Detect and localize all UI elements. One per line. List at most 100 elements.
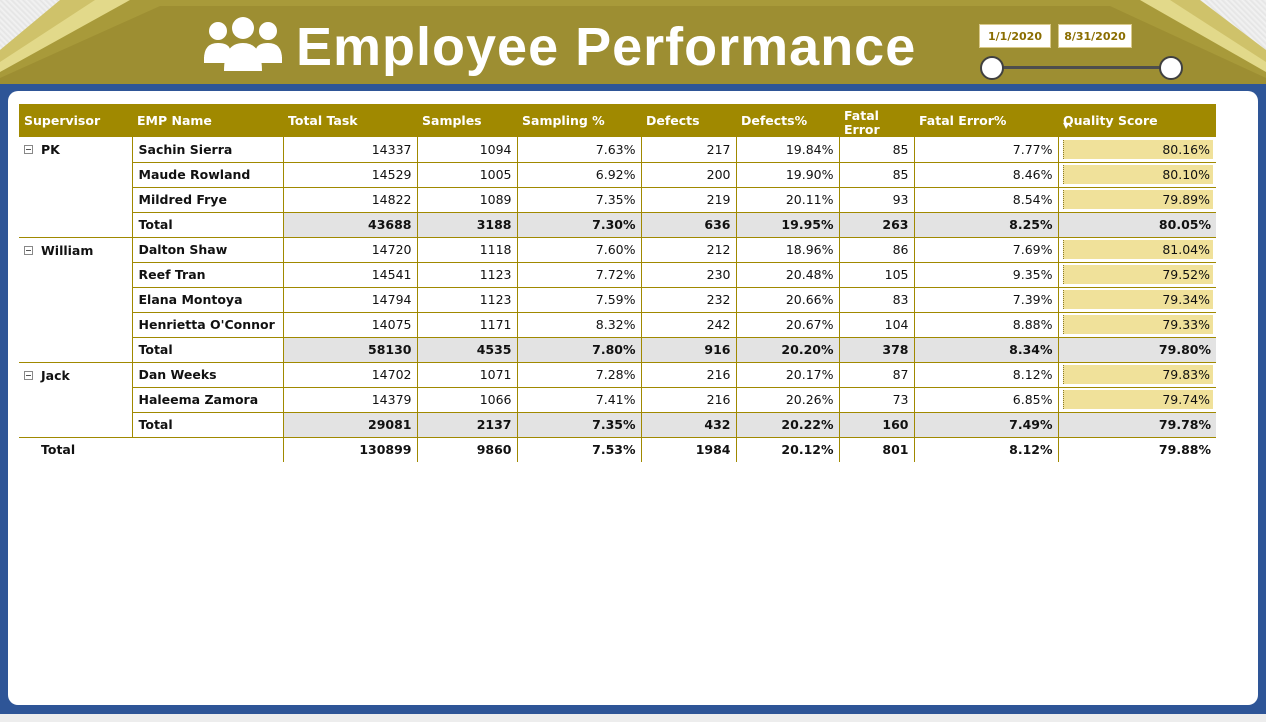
- fatal-error-pct-cell: 8.46%: [914, 162, 1059, 188]
- subtotal-row[interactable]: Total 29081 2137 7.35% 432 20.22% 160 7.49% 79.7…: [19, 412, 1216, 438]
- quality-score-bar: 80.10%: [1062, 165, 1213, 184]
- sampling-pct-cell: 7.80%: [517, 337, 642, 363]
- subtotal-row[interactable]: Total 43688 3188 7.30% 636 19.95% 263 8.25% 80.0…: [19, 212, 1216, 238]
- emp-name-cell: Mildred Frye: [132, 187, 284, 213]
- collapse-icon[interactable]: [24, 145, 33, 154]
- fatal-error-pct-cell: 8.12%: [914, 362, 1059, 388]
- samples-cell: 1089: [417, 187, 518, 213]
- quality-score-cell: 79.78%: [1058, 412, 1216, 438]
- date-end-input[interactable]: 8/31/2020: [1058, 24, 1132, 48]
- fatal-error-pct-cell: 7.39%: [914, 287, 1059, 313]
- table-row[interactable]: Mildred Frye 14822 1089 7.35% 219 20.11% 93 8.5…: [19, 187, 1216, 213]
- fatal-error-cell: 85: [839, 137, 915, 163]
- date-start-input[interactable]: 1/1/2020: [979, 24, 1051, 48]
- quality-score-cell: 79.74%: [1058, 387, 1216, 413]
- table-row[interactable]: Jack Dan Weeks 14702 1071 7.28% 216 20.17% 87 8.…: [19, 362, 1216, 438]
- table-row[interactable]: Haleema Zamora 14379 1066 7.41% 216 20.26% 73 6…: [19, 387, 1216, 413]
- quality-score-bar: 79.34%: [1062, 290, 1213, 309]
- total-task-cell: 29081: [283, 412, 418, 438]
- collapse-icon[interactable]: [24, 245, 33, 255]
- col-header-samples[interactable]: Samples: [417, 104, 517, 137]
- defects-pct-cell: 19.90%: [736, 162, 840, 188]
- samples-cell: 3188: [417, 212, 518, 238]
- fatal-error-pct-cell: 8.34%: [914, 337, 1059, 363]
- defects-cell: 636: [641, 212, 737, 238]
- fatal-error-cell: 93: [839, 187, 915, 213]
- grand-total-label: Total: [41, 442, 76, 458]
- grand-quality-score-cell: 79.88%: [1158, 442, 1211, 458]
- sampling-pct-cell: 7.60%: [517, 237, 642, 263]
- people-group-icon: [204, 17, 282, 71]
- table-row[interactable]: Elana Montoya 14794 1123 7.59% 232 20.66% 83 7.…: [19, 287, 1216, 313]
- date-range-slider-track[interactable]: [992, 66, 1170, 69]
- table-row[interactable]: Maude Rowland 14529 1005 6.92% 200 19.90% 85 8.…: [19, 162, 1216, 188]
- total-task-cell: 14075: [283, 312, 418, 338]
- col-header-defects[interactable]: Defects: [641, 104, 736, 137]
- quality-score-cell: 79.83%: [1058, 362, 1216, 388]
- samples-cell: 1123: [417, 287, 518, 313]
- quality-score-cell: 80.10%: [1058, 162, 1216, 188]
- fatal-error-cell: 378: [839, 337, 915, 363]
- sampling-pct-cell: 7.35%: [517, 412, 642, 438]
- col-header-total-task[interactable]: Total Task: [283, 104, 417, 137]
- col-header-emp-name[interactable]: EMP Name: [132, 104, 283, 137]
- col-header-defects-pct[interactable]: Defects%: [736, 104, 839, 137]
- subtotal-row[interactable]: Total 58130 4535 7.80% 916 20.20% 378 8.34% 79.8…: [19, 337, 1216, 363]
- grand-sampling-pct-cell: 7.53%: [517, 437, 642, 462]
- supervisor-name: Jack: [41, 367, 70, 383]
- fatal-error-cell: 85: [839, 162, 915, 188]
- col-header-fatal-error-pct[interactable]: Fatal Error%: [914, 104, 1058, 137]
- defects-cell: 216: [641, 362, 737, 388]
- header-title-group: Employee Performance: [200, 12, 916, 82]
- fatal-error-pct-cell: 9.35%: [914, 262, 1059, 288]
- table-row[interactable]: William Dalton Shaw 14720 1118 7.60% 212 18.96…: [19, 237, 1216, 363]
- date-range-start-handle[interactable]: [980, 56, 1004, 80]
- table-row[interactable]: Reef Tran 14541 1123 7.72% 230 20.48% 105 9.35%…: [19, 262, 1216, 288]
- collapse-icon[interactable]: [24, 370, 33, 380]
- supervisor-name: William: [41, 242, 94, 258]
- grand-total-row[interactable]: Total 130899 9860 7.53% 1984 20.12% 801 8.12% 79…: [19, 437, 1216, 462]
- supervisor-cell[interactable]: William: [19, 237, 133, 363]
- grand-defects-pct-cell: 20.12%: [736, 437, 840, 462]
- sampling-pct-cell: 6.92%: [517, 162, 642, 188]
- quality-score-bar: 81.04%: [1062, 240, 1213, 259]
- quality-score-cell: 79.34%: [1058, 287, 1216, 313]
- samples-cell: 1071: [417, 362, 518, 388]
- col-header-fatal-error[interactable]: Fatal Error: [839, 104, 914, 137]
- total-task-cell: 58130: [283, 337, 418, 363]
- supervisor-cell[interactable]: Jack: [19, 362, 133, 438]
- sort-descending-icon[interactable]: ▼: [1063, 121, 1070, 130]
- defects-pct-cell: 20.67%: [736, 312, 840, 338]
- quality-score-bar: 79.74%: [1062, 390, 1213, 409]
- sampling-pct-cell: 7.72%: [517, 262, 642, 288]
- defects-cell: 432: [641, 412, 737, 438]
- sampling-pct-cell: 7.35%: [517, 187, 642, 213]
- defects-cell: 200: [641, 162, 737, 188]
- total-task-cell: 14702: [283, 362, 418, 388]
- table-row[interactable]: PK Sachin Sierra 14337 1094 7.63% 217 19.84% 85…: [19, 137, 1216, 238]
- fatal-error-cell: 160: [839, 412, 915, 438]
- header-row: Supervisor EMP Name Total Task Samples S…: [19, 104, 1216, 137]
- quality-score-cell: 81.04%: [1058, 237, 1216, 263]
- quality-score-bar: 79.52%: [1062, 265, 1213, 284]
- col-header-supervisor[interactable]: Supervisor: [19, 104, 132, 137]
- total-task-cell: 14541: [283, 262, 418, 288]
- defects-cell: 217: [641, 137, 737, 163]
- sampling-pct-cell: 8.32%: [517, 312, 642, 338]
- date-range-end-handle[interactable]: [1159, 56, 1183, 80]
- table-row[interactable]: Henrietta O'Connor 14075 1171 8.32% 242 20.67…: [19, 312, 1216, 338]
- fatal-error-cell: 83: [839, 287, 915, 313]
- col-header-quality-score[interactable]: Quality Score ▼: [1058, 104, 1216, 137]
- samples-cell: 1094: [417, 137, 518, 163]
- defects-pct-cell: 20.66%: [736, 287, 840, 313]
- emp-name-cell: Dalton Shaw: [132, 237, 284, 263]
- emp-name-cell: Henrietta O'Connor: [132, 312, 284, 338]
- col-header-sampling-pct[interactable]: Sampling %: [517, 104, 641, 137]
- defects-cell: 242: [641, 312, 737, 338]
- subtotal-label: Total: [132, 337, 284, 363]
- supervisor-cell[interactable]: PK: [19, 137, 133, 238]
- total-task-cell: 14720: [283, 237, 418, 263]
- performance-matrix: Supervisor EMP Name Total Task Samples S…: [19, 104, 1216, 462]
- supervisor-name: PK: [41, 142, 60, 157]
- sampling-pct-cell: 7.28%: [517, 362, 642, 388]
